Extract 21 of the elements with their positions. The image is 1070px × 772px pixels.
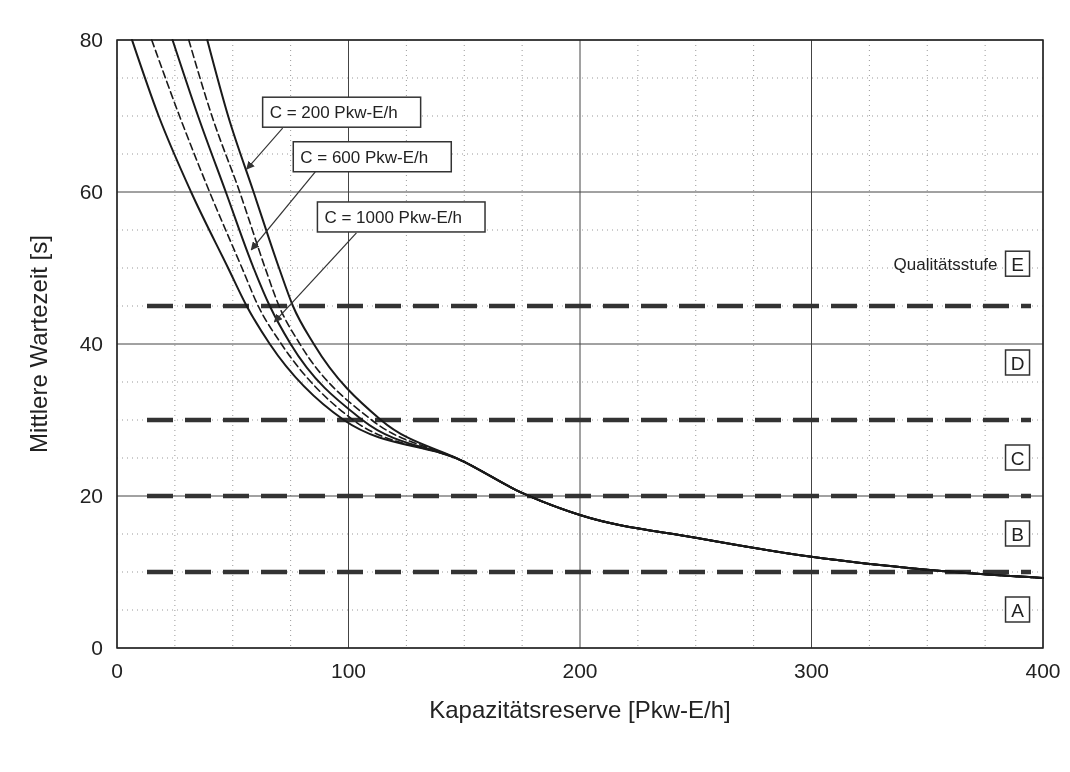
y-tick-label: 60: [79, 180, 103, 203]
y-tick-label: 40: [79, 332, 103, 355]
annotation: C = 200 Pkw-E/h: [269, 103, 398, 123]
x-tick-label: 0: [111, 659, 123, 682]
y-tick-label: 0: [91, 636, 103, 659]
x-tick-label: 200: [562, 659, 598, 682]
annotation: C = 600 Pkw-E/h: [300, 147, 429, 167]
x-tick-label: 400: [1025, 659, 1061, 682]
annotation: D: [1010, 353, 1025, 374]
annotation: C: [1010, 448, 1025, 469]
y-axis-title: Mittlere Wartezeit [s]: [25, 235, 52, 453]
x-tick-label: 100: [330, 659, 367, 682]
annotation: B: [1011, 524, 1024, 545]
y-tick-label: 80: [79, 28, 103, 51]
y-tick-label: 20: [79, 484, 103, 507]
annotation: C = 1000 Pkw-E/h: [324, 207, 462, 227]
annotation: A: [1011, 600, 1025, 621]
x-axis-title: Kapazitätsreserve [Pkw-E/h]: [429, 696, 731, 723]
x-tick-label: 300: [793, 659, 830, 682]
annotation: E: [1011, 254, 1024, 276]
annotation: Qualitätsstufe: [893, 255, 998, 275]
